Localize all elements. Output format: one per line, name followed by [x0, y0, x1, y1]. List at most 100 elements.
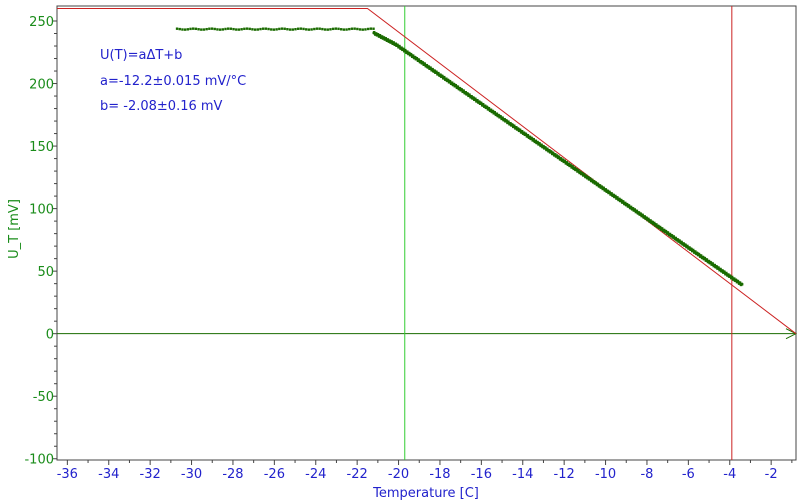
data-point: [248, 27, 251, 31]
data-point: [585, 174, 588, 178]
data-point: [429, 66, 432, 69]
data-point: [445, 77, 448, 80]
data-point: [380, 35, 384, 38]
data-point: [373, 30, 376, 34]
data-point: [210, 27, 214, 30]
data-point: [696, 252, 699, 255]
data-point: [423, 62, 426, 65]
data-point: [540, 143, 543, 146]
data-point: [275, 28, 278, 31]
data-point: [462, 89, 465, 92]
data-point: [602, 186, 605, 190]
data-point: [624, 201, 627, 205]
data-point: [331, 27, 335, 31]
data-point: [629, 205, 633, 209]
data-point: [571, 165, 574, 168]
data-point: [178, 27, 181, 31]
data-point: [213, 27, 216, 31]
data-point: [632, 207, 635, 210]
data-point: [557, 155, 561, 158]
x-tick-label: -12: [554, 467, 575, 482]
data-point: [264, 27, 268, 30]
data-point: [208, 27, 211, 30]
data-point: [272, 28, 276, 31]
data-point: [532, 138, 535, 141]
data-point: [197, 28, 200, 31]
data-point: [542, 145, 545, 148]
data-point: [259, 27, 262, 31]
data-point: [735, 279, 738, 282]
data-point: [559, 157, 563, 160]
data-point: [554, 153, 557, 156]
data-point: [637, 211, 641, 214]
data-point: [523, 131, 526, 135]
data-point: [507, 120, 510, 123]
data-point: [337, 27, 340, 31]
data-point: [600, 186, 604, 189]
data-point: [736, 279, 740, 283]
data-point: [546, 147, 549, 150]
data-point: [404, 48, 407, 52]
y-tick-label: 250: [29, 15, 54, 30]
x-tick-label: -18: [429, 467, 450, 482]
data-point: [280, 27, 284, 30]
data-point: [447, 79, 450, 82]
y-axis-title: U_T [mV]: [7, 199, 22, 259]
data-point: [501, 116, 504, 119]
data-point: [186, 28, 190, 31]
data-point: [267, 27, 270, 31]
data-point: [616, 196, 619, 199]
data-point: [243, 27, 246, 31]
data-point: [567, 162, 571, 166]
data-point: [682, 242, 685, 245]
data-point: [641, 213, 644, 217]
data-point: [437, 71, 440, 75]
data-point: [383, 36, 386, 40]
x-tick-label: -24: [305, 467, 326, 482]
plot-area: [56, 5, 798, 461]
data-point: [727, 273, 730, 276]
data-point: [725, 271, 728, 275]
data-point: [356, 27, 359, 31]
data-point: [705, 258, 709, 261]
data-point: [321, 27, 324, 31]
data-point: [291, 28, 294, 31]
data-point: [334, 27, 338, 30]
data-point: [229, 27, 233, 30]
x-tick-label: -14: [512, 467, 533, 482]
data-point: [530, 137, 534, 140]
data-point: [358, 28, 362, 31]
data-point: [453, 83, 456, 86]
data-point: [419, 60, 423, 63]
y-axis-ticks: 250 200 150 100 50 0 -50 -100: [24, 15, 57, 468]
data-point: [493, 110, 496, 114]
data-point: [350, 27, 354, 30]
data-point: [686, 244, 689, 248]
data-point: [688, 246, 691, 249]
data-point: [526, 134, 530, 137]
fit-param-b: b= -2.08±0.16 mV: [100, 99, 223, 114]
x-tick-label: -32: [140, 467, 161, 482]
data-point: [660, 227, 664, 230]
data-point: [394, 42, 398, 45]
data-point: [626, 203, 629, 206]
data-point: [398, 44, 401, 48]
data-point: [556, 155, 559, 158]
data-point: [587, 176, 590, 179]
data-point: [645, 217, 649, 220]
data-point: [596, 182, 600, 185]
x-tick-label: -26: [264, 467, 285, 482]
data-point: [425, 63, 429, 67]
data-point: [721, 269, 724, 272]
data-point: [421, 61, 425, 65]
data-point: [713, 263, 717, 267]
data-point: [218, 28, 222, 31]
y-tick-label: 50: [37, 265, 54, 280]
data-point: [200, 28, 203, 31]
data-point: [472, 96, 475, 100]
data-point: [181, 28, 184, 31]
x-tick-label: -4: [723, 467, 736, 482]
data-point: [296, 27, 300, 30]
data-point: [497, 114, 501, 117]
fit-line: [57, 8, 797, 335]
